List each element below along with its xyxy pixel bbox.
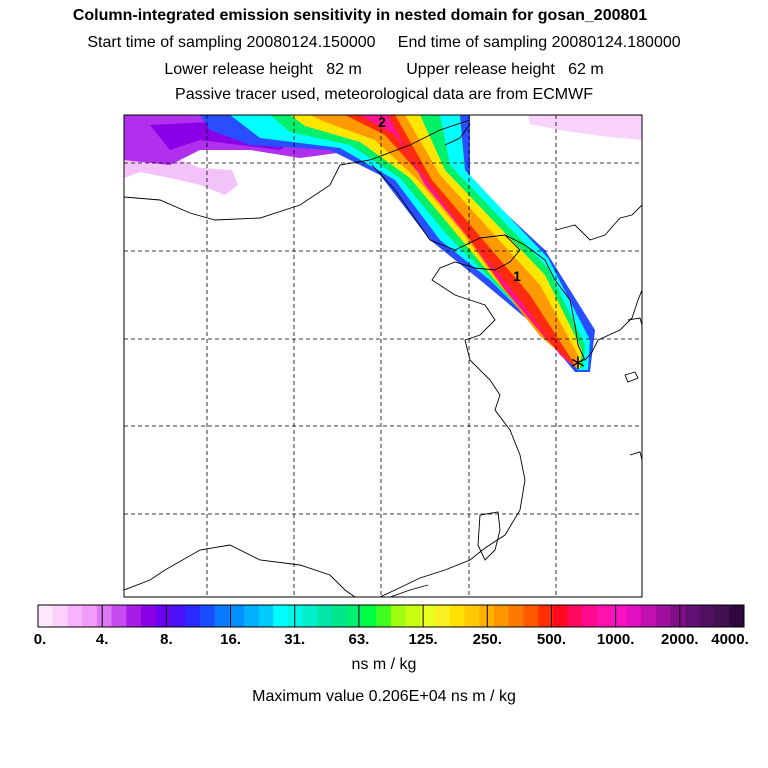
sampling-times: Start time of sampling 20080124.150000 E… — [87, 34, 681, 51]
colorbar-label: 16. — [220, 631, 241, 648]
colorbar-cell — [288, 605, 304, 627]
colorbar-cell — [214, 605, 230, 627]
colorbar-label: 500. — [536, 631, 567, 648]
colorbar-cell — [332, 605, 348, 627]
colorbar-cell — [38, 605, 54, 627]
colorbar-cell — [243, 605, 260, 627]
colorbar-cell — [391, 605, 407, 627]
colorbar-cell — [82, 605, 98, 627]
colorbar-label: 4000. — [711, 631, 749, 648]
trajectory-label-2: 2 — [378, 114, 386, 130]
colorbar-cell — [729, 605, 745, 627]
colorbar-cell — [582, 605, 598, 627]
max-value: Maximum value 0.206E+04 ns m / kg — [252, 688, 516, 705]
plot-title: Column-integrated emission sensitivity i… — [72, 7, 648, 24]
colorbar-cell — [508, 605, 524, 627]
colorbar-cell — [523, 605, 539, 627]
receptor-marker: * — [571, 351, 585, 384]
colorbar-label: 0. — [33, 631, 47, 648]
colorbar-label: 4. — [95, 631, 109, 648]
colorbar-cell — [170, 605, 186, 627]
colorbar-label: 63. — [348, 631, 370, 648]
colorbar-cell — [155, 605, 171, 627]
grid-lines — [124, 115, 642, 597]
colorbar-cell — [538, 605, 554, 627]
colorbar-cell — [361, 605, 377, 627]
unit-label: ns m / kg — [351, 656, 417, 673]
colorbar-cell — [714, 605, 730, 627]
colorbar — [37, 605, 745, 627]
colorbar-cell — [611, 605, 627, 627]
colorbar-cell — [52, 605, 68, 627]
map-panel: * 1 2 — [124, 114, 642, 597]
colorbar-cell — [126, 605, 142, 627]
colorbar-cell — [140, 605, 157, 627]
colorbar-cell — [641, 605, 657, 627]
release-heights: Lower release height 82 m Upper release … — [164, 61, 604, 78]
colorbar-cell — [435, 605, 451, 627]
colorbar-label: 31. — [284, 631, 306, 648]
colorbar-label: 2000. — [661, 631, 699, 648]
colorbar-cell — [111, 605, 127, 627]
tracer-info: Passive tracer used, meteorological data… — [175, 86, 593, 103]
colorbar-cell — [670, 605, 686, 627]
colorbar-cell — [552, 605, 568, 627]
colorbar-cell — [346, 605, 363, 627]
colorbar-label: 125. — [408, 631, 438, 648]
colorbar-cell — [405, 605, 421, 627]
colorbar-cell — [685, 605, 701, 627]
colorbar-cell — [596, 605, 613, 627]
colorbar-cell — [449, 605, 466, 627]
colorbar-frame — [37, 604, 745, 628]
colorbar-cell — [185, 605, 201, 627]
colorbar-cell — [655, 605, 671, 627]
colorbar-label: 1000. — [596, 631, 635, 648]
colorbar-cell — [567, 605, 583, 627]
colorbar-cell — [626, 605, 642, 627]
colorbar-cell — [493, 605, 510, 627]
colorbar-cell — [376, 605, 392, 627]
colorbar-cell — [317, 605, 333, 627]
colorbar-cell — [420, 605, 436, 627]
map-frame — [123, 114, 643, 598]
colorbar-cell — [229, 605, 245, 627]
sensitivity-field — [124, 115, 642, 372]
colorbar-cell — [273, 605, 289, 627]
colorbar-cell — [302, 605, 318, 627]
colorbar-label: 250. — [472, 631, 502, 648]
colorbar-cell — [67, 605, 83, 627]
colorbar-cell — [96, 605, 113, 627]
trajectory-label-1: 1 — [513, 268, 521, 284]
colorbar-cell — [199, 605, 215, 627]
colorbar-label: 8. — [160, 631, 173, 648]
coastlines — [124, 119, 642, 597]
colorbar-cell — [258, 605, 274, 627]
colorbar-cell — [464, 605, 480, 627]
colorbar-cell — [699, 605, 716, 627]
